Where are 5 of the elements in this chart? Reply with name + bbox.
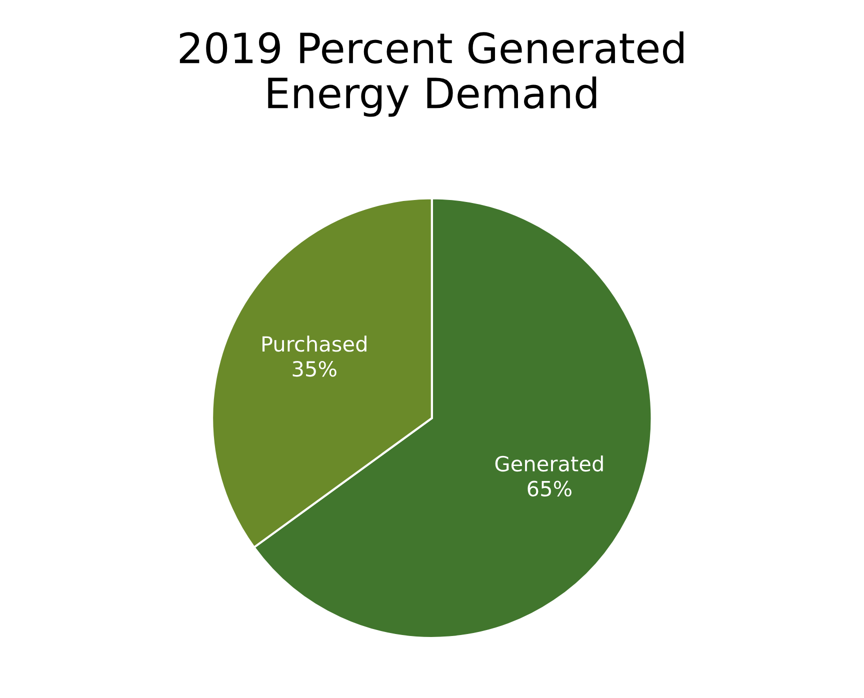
- slice-label: Purchased: [262, 336, 366, 352]
- chart-title: 2019 Percent Generated Energy Demand: [180, 31, 684, 117]
- slice-label: Generated: [495, 455, 603, 472]
- data-label: 65%: [528, 480, 572, 496]
- data-label: 35%: [292, 360, 336, 377]
